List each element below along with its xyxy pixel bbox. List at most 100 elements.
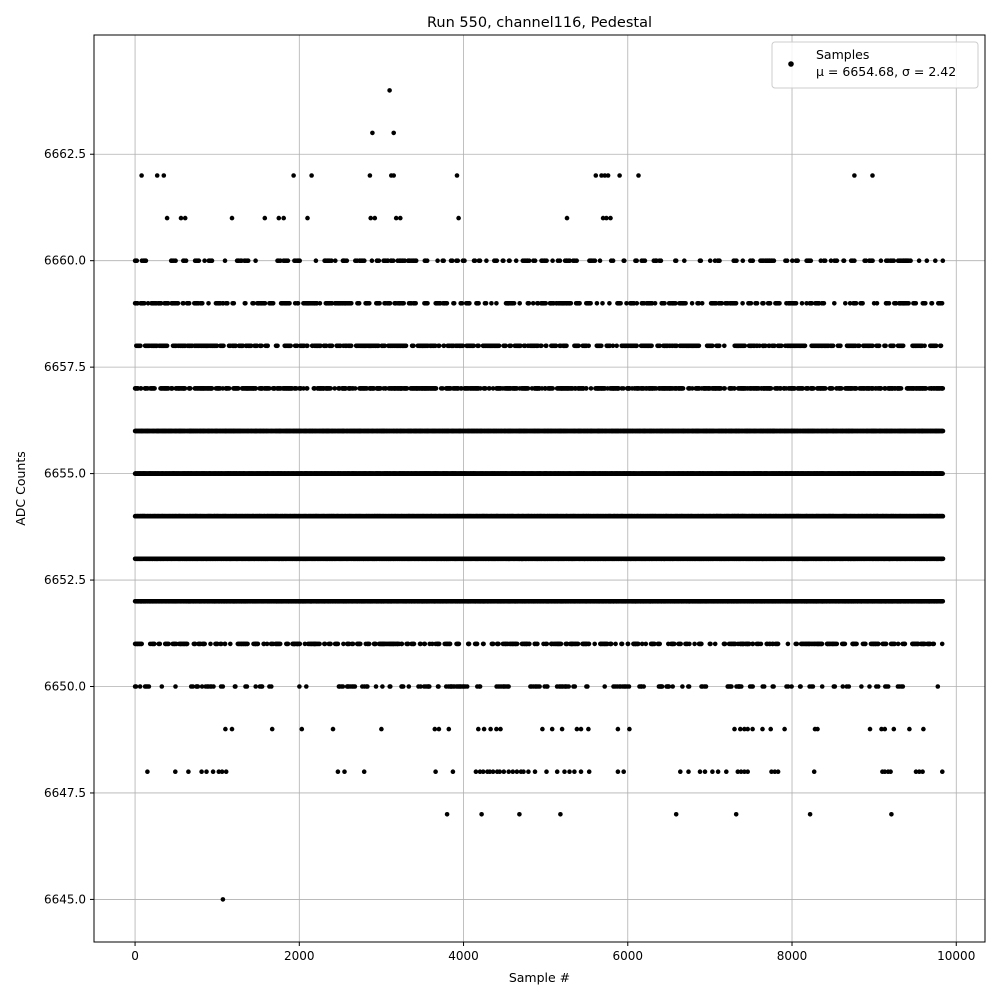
data-point <box>494 301 499 306</box>
data-point <box>209 258 215 264</box>
data-point <box>622 258 627 264</box>
data-point <box>484 258 489 264</box>
data-point <box>878 258 884 264</box>
data-point <box>564 215 570 221</box>
data-point <box>863 258 869 264</box>
data-point <box>513 258 519 264</box>
data-point <box>607 301 612 306</box>
data-point <box>856 343 862 349</box>
data-point <box>281 215 287 221</box>
data-point <box>181 301 186 306</box>
data-point <box>722 386 727 391</box>
data-point <box>501 258 506 264</box>
data-point <box>822 258 828 264</box>
data-point <box>285 258 291 264</box>
data-point <box>145 301 151 306</box>
data-point <box>352 386 358 391</box>
data-point <box>450 258 455 264</box>
data-point <box>642 258 648 264</box>
data-point <box>710 343 715 349</box>
data-point <box>588 386 594 391</box>
data-point <box>530 301 536 306</box>
data-point <box>532 258 538 264</box>
data-point <box>599 343 604 349</box>
data-point <box>183 258 189 264</box>
data-point <box>425 301 430 306</box>
data-point <box>295 301 301 306</box>
data-point <box>852 258 857 264</box>
data-point <box>717 343 722 349</box>
data-point <box>742 343 748 349</box>
data-point <box>138 343 143 349</box>
data-point <box>206 301 211 306</box>
data-point <box>139 173 144 178</box>
data-point <box>696 301 702 306</box>
data-point <box>843 301 848 306</box>
data-point <box>233 343 238 349</box>
data-point <box>830 343 836 349</box>
data-point <box>823 386 828 391</box>
data-point <box>229 215 235 221</box>
data-point <box>790 258 795 264</box>
data-point <box>768 386 774 391</box>
data-point <box>610 343 616 349</box>
data-point <box>673 301 678 306</box>
data-point <box>830 386 835 391</box>
data-point <box>793 301 799 306</box>
data-point <box>270 301 276 306</box>
data-point <box>832 301 837 306</box>
data-point <box>243 301 248 306</box>
data-point <box>602 173 608 178</box>
data-point <box>652 301 658 306</box>
data-point <box>462 258 467 264</box>
data-point <box>608 215 613 221</box>
data-point <box>680 386 686 391</box>
data-point <box>367 301 372 306</box>
data-point <box>689 301 695 306</box>
data-point <box>593 173 599 178</box>
data-point <box>550 386 555 391</box>
data-point <box>477 258 483 264</box>
data-point <box>929 301 935 306</box>
data-point <box>891 343 896 349</box>
data-point <box>309 173 314 178</box>
data-point <box>870 173 875 178</box>
data-point <box>391 173 397 178</box>
data-point <box>305 215 310 221</box>
data-point <box>175 301 181 306</box>
data-point <box>605 173 611 178</box>
data-point <box>649 343 654 349</box>
data-point <box>636 173 641 178</box>
data-point <box>424 258 430 264</box>
data-point <box>568 301 574 306</box>
data-point <box>459 301 465 306</box>
data-point <box>294 343 300 349</box>
data-point <box>451 301 457 306</box>
data-point <box>222 258 228 264</box>
data-point <box>567 258 572 264</box>
data-point <box>304 386 310 391</box>
data-point <box>444 301 450 306</box>
data-point <box>576 343 581 349</box>
data-point <box>275 343 280 349</box>
data-point <box>202 258 207 264</box>
data-point <box>614 343 619 349</box>
data-point <box>852 173 857 178</box>
data-point <box>939 301 945 306</box>
data-point <box>696 343 702 349</box>
data-point <box>393 215 399 221</box>
data-point <box>471 343 477 349</box>
data-point <box>517 301 522 306</box>
data-point <box>164 215 170 221</box>
data-point <box>356 301 362 306</box>
data-point <box>624 301 629 306</box>
data-point <box>225 301 230 306</box>
data-point <box>733 301 739 306</box>
data-point <box>403 343 409 349</box>
data-point <box>771 258 777 264</box>
data-point <box>441 343 447 349</box>
data-point <box>617 173 622 178</box>
data-point <box>152 386 157 391</box>
data-point <box>600 215 606 221</box>
data-point <box>750 258 756 264</box>
